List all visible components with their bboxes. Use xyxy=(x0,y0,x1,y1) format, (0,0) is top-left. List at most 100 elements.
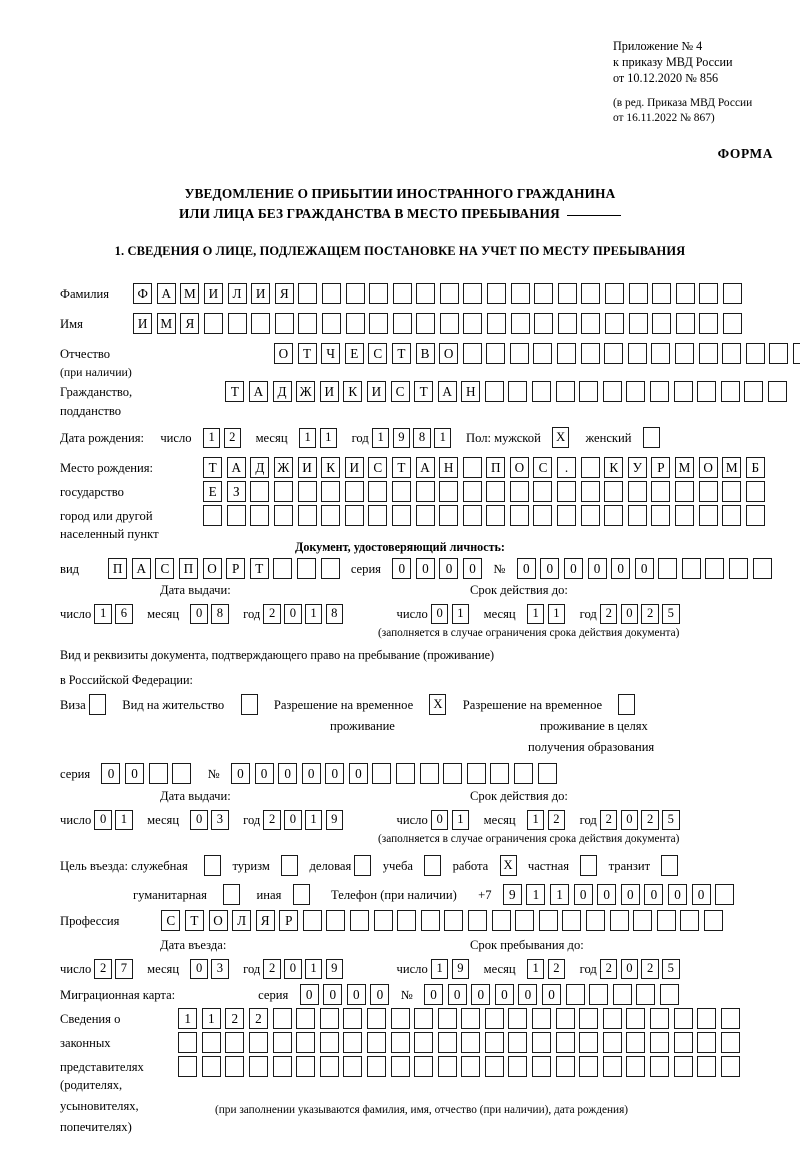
char-box[interactable]: 0 xyxy=(597,884,617,905)
residence-permit-checkbox[interactable] xyxy=(240,694,258,715)
char-box[interactable]: 1 xyxy=(433,427,452,448)
char-box[interactable] xyxy=(532,1056,552,1077)
char-box[interactable]: 0 xyxy=(463,558,483,579)
char-box[interactable]: 0 xyxy=(620,884,640,905)
char-box[interactable]: 1 xyxy=(201,1008,221,1029)
char-box[interactable] xyxy=(509,343,529,364)
char-box[interactable] xyxy=(463,283,483,304)
char-box[interactable]: 0 xyxy=(323,984,343,1005)
char-box[interactable]: 0 xyxy=(516,558,536,579)
char-box[interactable] xyxy=(557,343,577,364)
char-box[interactable] xyxy=(321,481,341,502)
char-box[interactable] xyxy=(626,381,646,402)
char-box[interactable]: Е xyxy=(203,481,223,502)
char-box[interactable]: О xyxy=(439,343,459,364)
char-box[interactable] xyxy=(414,1008,434,1029)
char-box[interactable] xyxy=(627,505,647,526)
char-box[interactable] xyxy=(487,283,507,304)
char-box[interactable] xyxy=(580,481,600,502)
char-box[interactable]: 0 xyxy=(424,984,444,1005)
char-box[interactable]: 2 xyxy=(641,959,659,979)
char-box[interactable]: Е xyxy=(344,343,364,364)
char-box[interactable] xyxy=(532,1032,552,1053)
char-box[interactable]: 1 xyxy=(430,959,449,979)
char-box[interactable]: 8 xyxy=(413,427,431,448)
char-box[interactable] xyxy=(697,1032,717,1053)
char-box[interactable] xyxy=(368,481,388,502)
char-box[interactable]: С xyxy=(390,381,410,402)
char-box[interactable] xyxy=(697,1008,717,1029)
char-box[interactable] xyxy=(605,313,625,334)
char-box[interactable]: С xyxy=(368,343,388,364)
char-box[interactable] xyxy=(366,1008,386,1029)
char-box[interactable] xyxy=(484,1056,504,1077)
char-box[interactable]: 0 xyxy=(439,558,459,579)
char-box[interactable] xyxy=(178,1032,198,1053)
char-box[interactable] xyxy=(651,505,671,526)
char-box[interactable]: М xyxy=(156,313,176,334)
char-box[interactable] xyxy=(250,481,270,502)
char-box[interactable] xyxy=(296,1008,316,1029)
char-box[interactable]: 0 xyxy=(430,604,449,624)
char-box[interactable] xyxy=(720,381,740,402)
char-box[interactable]: 2 xyxy=(641,604,659,624)
char-box[interactable] xyxy=(533,343,553,364)
char-box[interactable]: 1 xyxy=(371,427,390,448)
char-box[interactable]: 0 xyxy=(101,763,121,784)
char-box[interactable] xyxy=(414,1032,434,1053)
char-box[interactable] xyxy=(650,381,670,402)
char-box[interactable] xyxy=(508,1056,528,1077)
char-box[interactable] xyxy=(538,910,558,931)
char-box[interactable] xyxy=(297,505,317,526)
char-box[interactable] xyxy=(722,505,742,526)
char-box[interactable] xyxy=(793,343,800,364)
char-box[interactable]: 0 xyxy=(415,558,435,579)
char-box[interactable] xyxy=(534,283,554,304)
char-box[interactable]: У xyxy=(627,457,647,478)
char-box[interactable] xyxy=(722,481,742,502)
char-box[interactable]: 2 xyxy=(599,604,618,624)
char-box[interactable] xyxy=(226,505,246,526)
char-box[interactable]: Т xyxy=(391,343,411,364)
char-box[interactable]: С xyxy=(533,457,553,478)
char-box[interactable]: 0 xyxy=(254,763,274,784)
char-box[interactable] xyxy=(675,505,695,526)
char-box[interactable]: Н xyxy=(439,457,459,478)
char-box[interactable] xyxy=(484,1008,504,1029)
char-box[interactable] xyxy=(466,763,486,784)
char-box[interactable] xyxy=(633,910,653,931)
char-box[interactable]: А xyxy=(415,457,435,478)
char-box[interactable] xyxy=(604,481,624,502)
char-box[interactable] xyxy=(580,505,600,526)
char-box[interactable] xyxy=(723,313,742,334)
char-box[interactable]: Т xyxy=(297,343,317,364)
char-box[interactable] xyxy=(344,481,364,502)
char-box[interactable]: 0 xyxy=(611,558,631,579)
char-box[interactable] xyxy=(533,481,553,502)
char-box[interactable] xyxy=(532,381,552,402)
char-box[interactable] xyxy=(248,1056,268,1077)
char-box[interactable]: 1 xyxy=(178,1008,198,1029)
char-box[interactable]: Н xyxy=(461,381,481,402)
char-box[interactable] xyxy=(484,1032,504,1053)
char-box[interactable] xyxy=(172,763,192,784)
char-box[interactable] xyxy=(580,343,600,364)
char-box[interactable]: С xyxy=(155,558,175,579)
char-box[interactable]: 0 xyxy=(668,884,687,905)
char-box[interactable] xyxy=(514,763,534,784)
char-box[interactable] xyxy=(604,343,624,364)
char-box[interactable] xyxy=(225,1032,245,1053)
char-box[interactable]: Д xyxy=(272,381,292,402)
char-box[interactable] xyxy=(462,343,482,364)
char-box[interactable] xyxy=(444,910,464,931)
char-box[interactable] xyxy=(602,381,622,402)
char-box[interactable]: К xyxy=(321,457,341,478)
